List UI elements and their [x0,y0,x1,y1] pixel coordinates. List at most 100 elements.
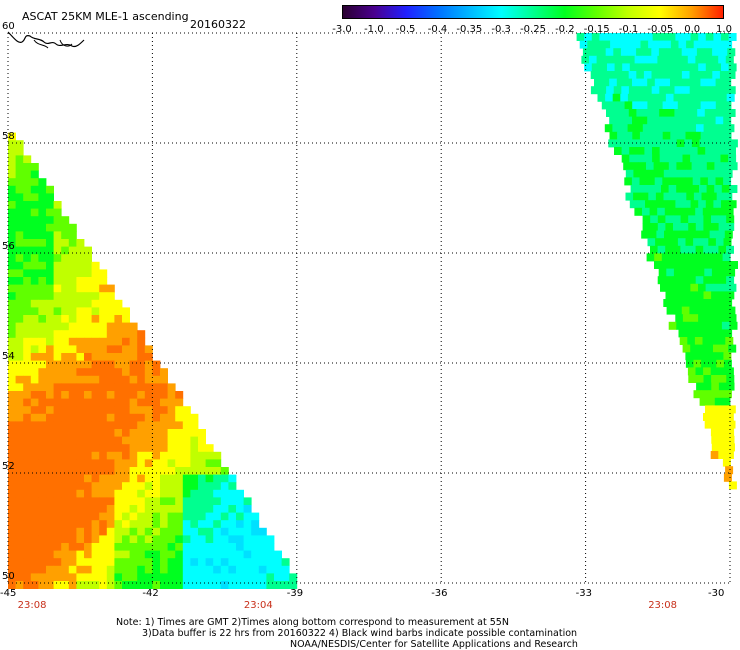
wind-cell [729,185,738,193]
wind-cell [661,139,670,148]
wind-cell [8,299,16,308]
wind-cell [144,489,153,498]
wind-cell [636,109,645,117]
wind-cell [38,337,47,346]
wind-cell [657,245,666,254]
wind-cell [711,375,720,383]
wind-cell [38,261,47,270]
wind-cell [662,238,671,247]
wind-cell [228,543,237,551]
wind-cell [205,565,214,574]
wind-cell [46,512,54,521]
wind-cell [220,512,229,521]
wind-cell [137,353,146,361]
wind-cell [76,299,85,308]
wind-cell [152,383,161,392]
wind-cell [685,177,694,186]
wind-cell [703,276,712,285]
wind-cell [137,345,146,354]
wind-cell [84,322,92,331]
wind-cell [690,33,699,41]
wind-cell [167,527,176,536]
wind-cell [76,383,85,392]
wind-cell [122,436,130,445]
wind-cell [8,406,16,415]
wind-cell [281,573,290,582]
wind-cell [152,467,161,475]
wind-cell [614,147,622,155]
wind-cell [228,535,237,544]
wind-cell [160,429,168,437]
wind-cell [30,505,39,513]
wind-cell [213,451,222,460]
wind-cell [236,520,244,529]
wind-cell [674,71,683,79]
wind-cell [122,406,130,415]
wind-cell [144,581,153,589]
wind-cell [106,535,115,544]
wind-cell [114,413,123,422]
wind-cell [696,93,705,102]
wind-cell [714,397,723,406]
wind-cell [673,291,682,300]
color-scale-label: -0.3 [491,24,511,35]
wind-cell [106,292,115,301]
wind-cell [114,520,123,529]
wind-cell [579,40,588,49]
wind-cell [632,78,640,87]
wind-cell [628,71,637,79]
wind-cell [708,78,716,87]
wind-cell [687,55,696,64]
wind-cell [175,558,184,567]
wind-cell [718,367,727,376]
wind-cell [160,413,168,422]
wind-cell [68,581,77,589]
wind-cell [61,581,70,589]
wind-cell [693,131,702,140]
wind-cell [53,505,62,513]
wind-cell [160,512,168,521]
wind-cell [702,207,711,216]
wind-cell [726,435,735,444]
wind-cell [137,474,146,483]
wind-cell [632,40,641,49]
wind-cell [30,581,39,589]
wind-cell [84,543,92,551]
wind-cell [15,391,24,399]
wind-cell [697,86,706,95]
wind-cell [99,330,108,339]
wind-cell [205,444,214,453]
wind-cell [703,124,712,133]
wind-cell [8,292,16,301]
wind-cell [692,261,700,269]
wind-cell [122,573,130,582]
wind-cell [190,497,199,506]
wind-cell [727,48,736,57]
wind-cell [8,436,16,445]
wind-cell [30,512,39,521]
wind-cell [46,535,54,544]
wind-cell [236,558,244,567]
wind-cell [594,40,603,49]
wind-cell [236,527,244,536]
wind-cell [198,573,206,582]
wind-cell [38,383,47,392]
wind-cell [129,581,138,589]
wind-cell [684,261,693,269]
wind-cell [144,565,153,574]
wind-cell [61,391,70,399]
wind-cell [144,391,153,399]
wind-cell [46,299,54,308]
wind-cell [15,413,24,422]
wind-cell [258,558,267,567]
wind-cell [628,109,637,117]
wind-cell [76,527,85,536]
wind-cell [114,307,123,316]
wind-cell [712,109,721,117]
wind-cell [691,162,700,171]
wind-cell [584,33,593,41]
wind-cell [629,63,638,72]
wind-cell [68,383,77,392]
wind-cell [622,63,631,72]
wind-cell [23,299,32,308]
